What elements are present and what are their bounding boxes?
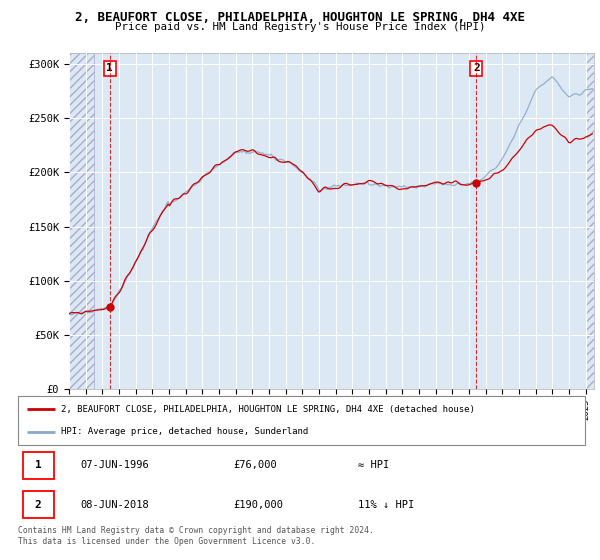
Text: HPI: Average price, detached house, Sunderland: HPI: Average price, detached house, Sund…	[61, 427, 308, 436]
Text: ≈ HPI: ≈ HPI	[358, 460, 389, 470]
Text: 2, BEAUFORT CLOSE, PHILADELPHIA, HOUGHTON LE SPRING, DH4 4XE (detached house): 2, BEAUFORT CLOSE, PHILADELPHIA, HOUGHTO…	[61, 405, 475, 414]
Text: 2: 2	[35, 500, 41, 510]
FancyBboxPatch shape	[18, 396, 585, 445]
Text: 11% ↓ HPI: 11% ↓ HPI	[358, 500, 415, 510]
Text: Contains HM Land Registry data © Crown copyright and database right 2024.
This d: Contains HM Land Registry data © Crown c…	[18, 526, 374, 546]
Text: 08-JUN-2018: 08-JUN-2018	[80, 500, 149, 510]
Text: 2, BEAUFORT CLOSE, PHILADELPHIA, HOUGHTON LE SPRING, DH4 4XE: 2, BEAUFORT CLOSE, PHILADELPHIA, HOUGHTO…	[75, 11, 525, 24]
Text: 07-JUN-1996: 07-JUN-1996	[80, 460, 149, 470]
Text: Price paid vs. HM Land Registry's House Price Index (HPI): Price paid vs. HM Land Registry's House …	[115, 22, 485, 32]
FancyBboxPatch shape	[23, 491, 54, 519]
Text: £76,000: £76,000	[233, 460, 277, 470]
Text: 2: 2	[473, 63, 480, 73]
Text: 1: 1	[106, 63, 113, 73]
Text: 1: 1	[35, 460, 41, 470]
FancyBboxPatch shape	[23, 452, 54, 479]
Text: £190,000: £190,000	[233, 500, 283, 510]
